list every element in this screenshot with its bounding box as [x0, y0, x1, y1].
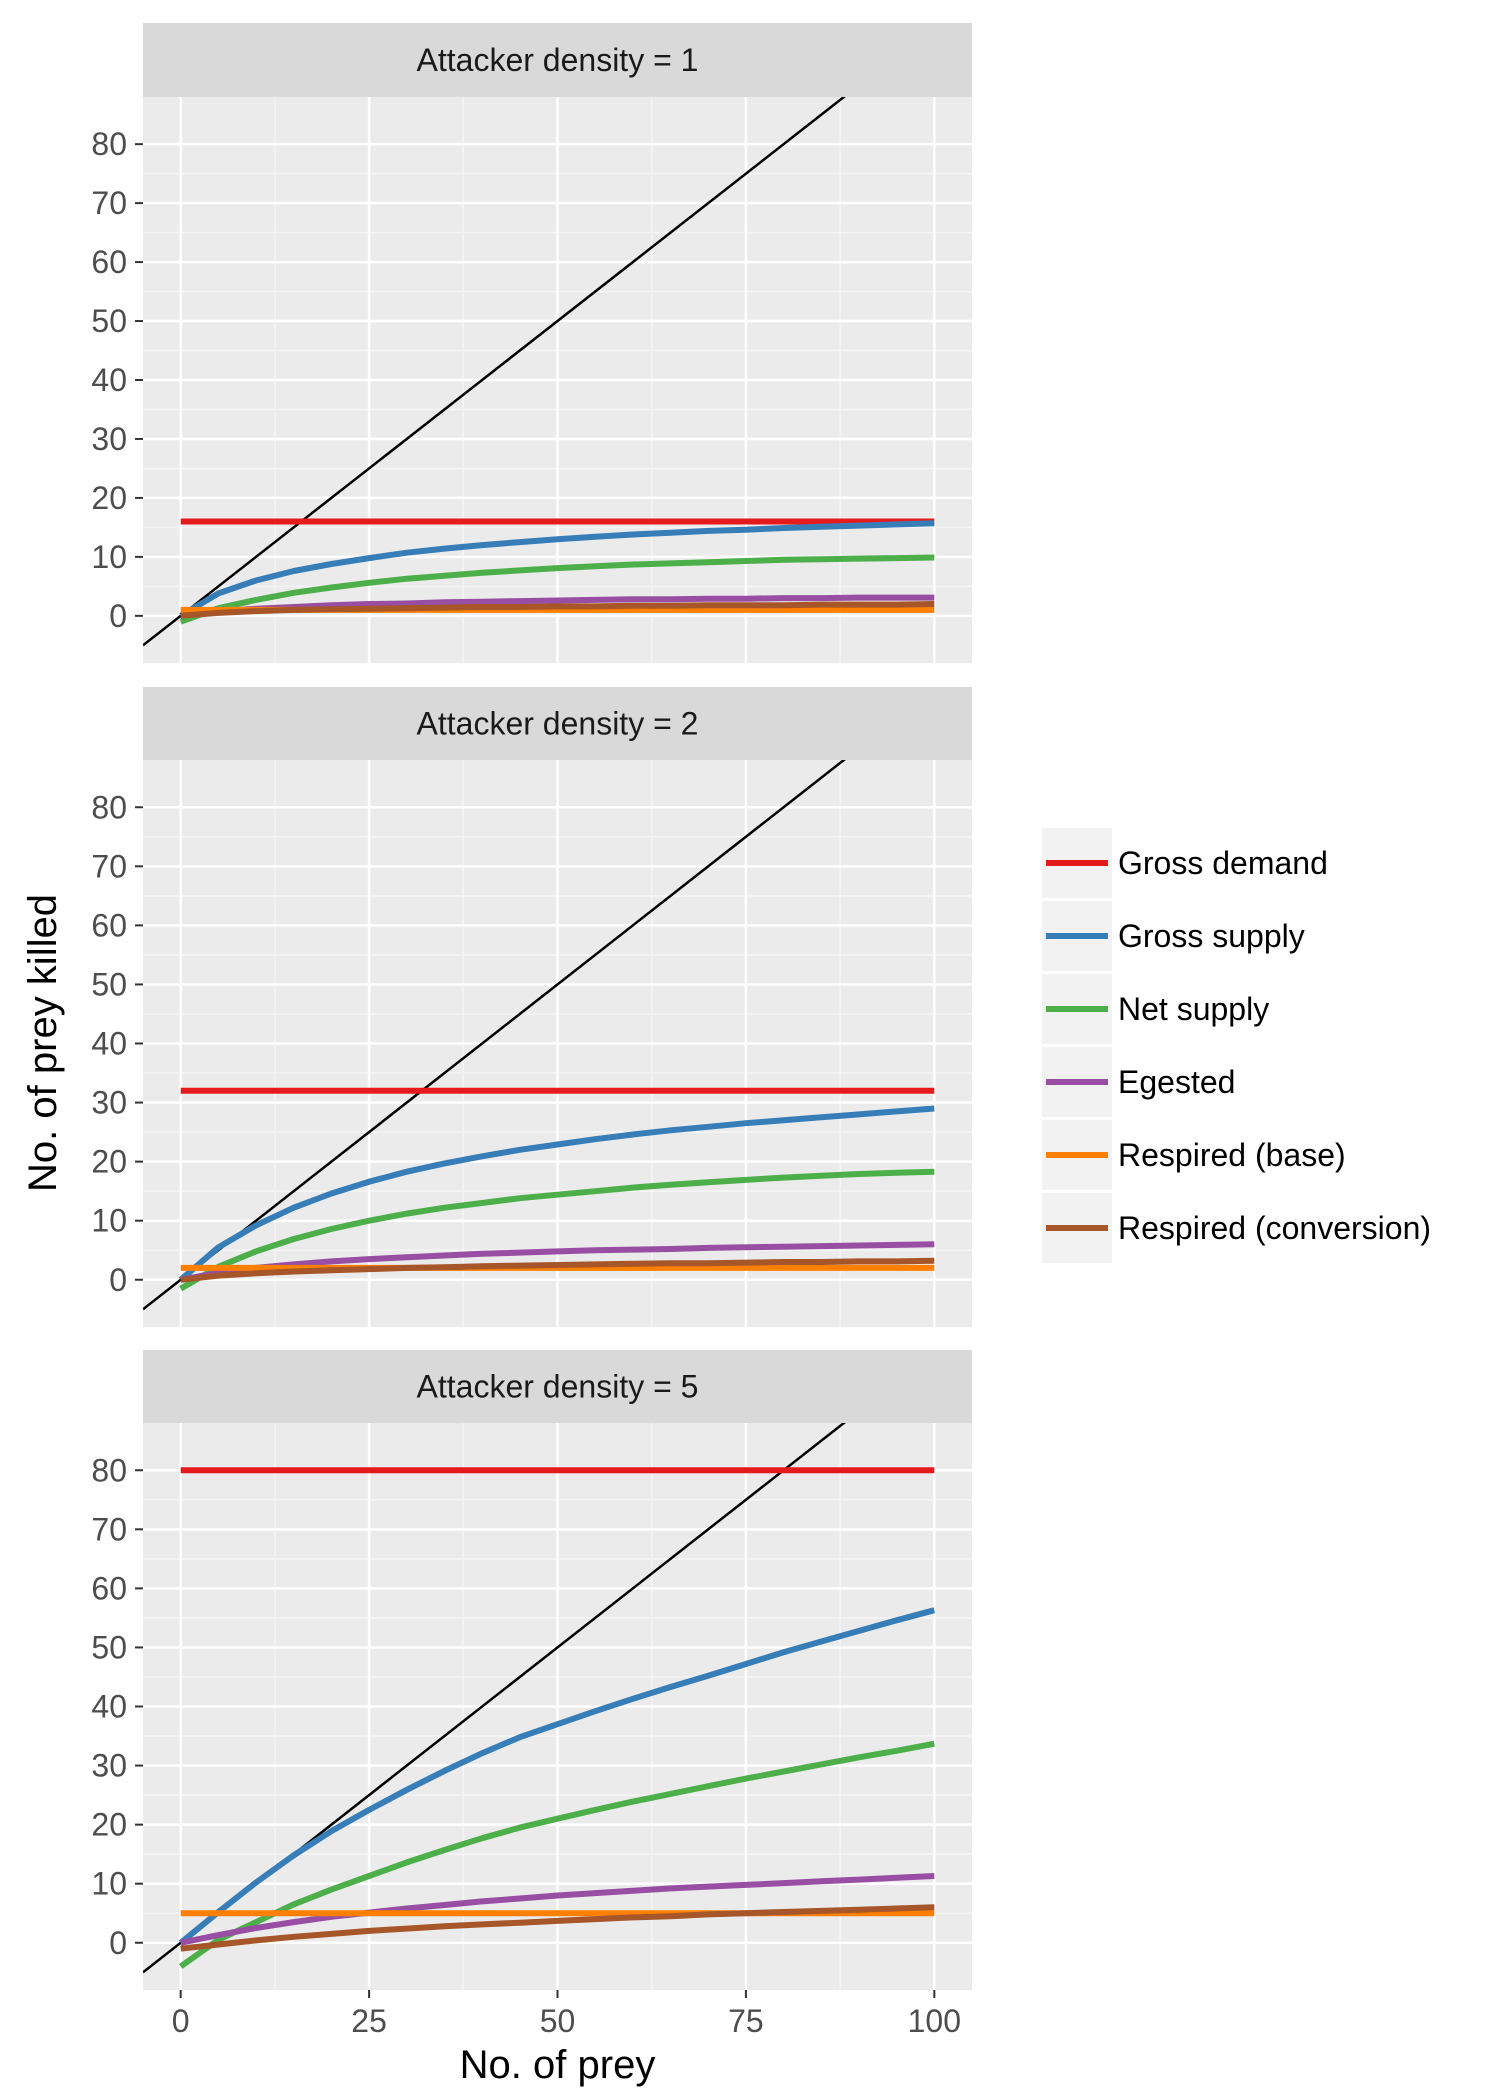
legend-item: Respired (conversion) [1042, 1193, 1431, 1263]
legend-label: Gross demand [1118, 845, 1328, 881]
series-group [143, 97, 935, 647]
axes: 0 10 20 30 40 50 60 70 80 0 10 20 30 40 50 60 70 80 0 10 20 3… [21, 126, 961, 2087]
y-axis: 0 10 20 30 40 50 60 70 80 [91, 126, 143, 634]
y-tick-label: 10 [91, 539, 127, 575]
facet-strip-label: Attacker density = 5 [417, 1369, 699, 1405]
y-tick-label: 30 [91, 1085, 127, 1121]
y-tick-label: 60 [91, 244, 127, 280]
legend-item: Net supply [1042, 974, 1269, 1044]
y-tick-label: 50 [91, 966, 127, 1002]
series-line-gross-supply [178, 1607, 936, 1946]
facet-panel-2: Attacker density = 2 [143, 687, 972, 1327]
y-tick-label: 0 [109, 1262, 127, 1298]
legend-label: Respired (base) [1118, 1137, 1346, 1173]
gridlines [143, 760, 972, 1327]
reference-line-y-equals-x [143, 760, 846, 1311]
y-axis-title: No. of prey killed [21, 894, 65, 1192]
y-tick-label: 10 [91, 1866, 127, 1902]
y-tick-label: 60 [91, 1570, 127, 1606]
facet-strip [143, 23, 972, 97]
legend-item: Egested [1042, 1047, 1235, 1117]
series-line-egested [180, 594, 935, 619]
facet-strip-label: Attacker density = 2 [417, 706, 699, 742]
y-tick-label: 40 [91, 1026, 127, 1062]
series-line-respired-conversion [180, 601, 935, 619]
y-tick-label: 50 [91, 1629, 127, 1665]
series-line-respired-conversion [180, 1257, 935, 1283]
y-axis: 0 10 20 30 40 50 60 70 80 [91, 1452, 143, 1961]
series-line-gross-supply [178, 1105, 935, 1283]
legend-item: Respired (base) [1042, 1120, 1346, 1190]
facet-panel-3: Attacker density = 5 [143, 1350, 972, 1990]
y-tick-label: 80 [91, 1452, 127, 1488]
reference-line-y-equals-x [143, 97, 846, 647]
gridlines [143, 97, 972, 663]
y-tick-label: 20 [91, 1144, 127, 1180]
legend-label: Egested [1118, 1064, 1235, 1100]
series-line-egested [180, 1241, 935, 1283]
series-group [143, 760, 935, 1311]
x-axis-title: No. of prey [460, 2043, 656, 2087]
y-tick-label: 40 [91, 362, 127, 398]
x-tick-label: 100 [908, 2003, 961, 2039]
legend-label: Respired (conversion) [1118, 1210, 1431, 1246]
series-line-net-supply [179, 1168, 935, 1292]
series-group [143, 1423, 936, 1974]
x-tick-label: 50 [540, 2003, 576, 2039]
y-tick-label: 60 [91, 907, 127, 943]
y-tick-label: 70 [91, 185, 127, 221]
y-tick-label: 70 [91, 1511, 127, 1547]
y-tick-label: 0 [109, 598, 127, 634]
facet-strip [143, 687, 972, 760]
y-tick-label: 50 [91, 303, 127, 339]
series-line-egested [180, 1873, 935, 1946]
y-tick-label: 80 [91, 126, 127, 162]
series-line-net-supply [179, 554, 935, 625]
y-tick-label: 40 [91, 1689, 127, 1725]
series-line-gross-supply [179, 520, 935, 619]
legend-label: Gross supply [1118, 918, 1305, 954]
y-tick-label: 0 [109, 1925, 127, 1961]
x-axis: 0 25 50 75 100 [172, 1990, 961, 2039]
y-tick-label: 20 [91, 480, 127, 516]
legend-label: Net supply [1118, 991, 1269, 1027]
legend-item: Gross demand [1042, 828, 1328, 898]
facet-strip [143, 1350, 972, 1423]
x-tick-label: 25 [351, 2003, 387, 2039]
panels: Attacker density = 1 Attacker density = 2… [143, 23, 972, 1990]
x-tick-label: 75 [728, 2003, 764, 2039]
y-tick-label: 20 [91, 1807, 127, 1843]
y-axis: 0 10 20 30 40 50 60 70 80 [91, 789, 143, 1298]
legend: Gross demand Gross supply Net supply Egeste… [1042, 828, 1431, 1263]
facet-panel-1: Attacker density = 1 [143, 23, 972, 663]
y-tick-label: 30 [91, 421, 127, 457]
x-tick-label: 0 [172, 2003, 190, 2039]
series-line-net-supply [178, 1740, 935, 1969]
series-line-respired-conversion [180, 1904, 935, 1952]
y-tick-label: 30 [91, 1748, 127, 1784]
facet-strip-label: Attacker density = 1 [417, 42, 699, 78]
y-tick-label: 10 [91, 1203, 127, 1239]
legend-item: Gross supply [1042, 901, 1305, 971]
y-tick-label: 70 [91, 848, 127, 884]
y-tick-label: 80 [91, 789, 127, 825]
